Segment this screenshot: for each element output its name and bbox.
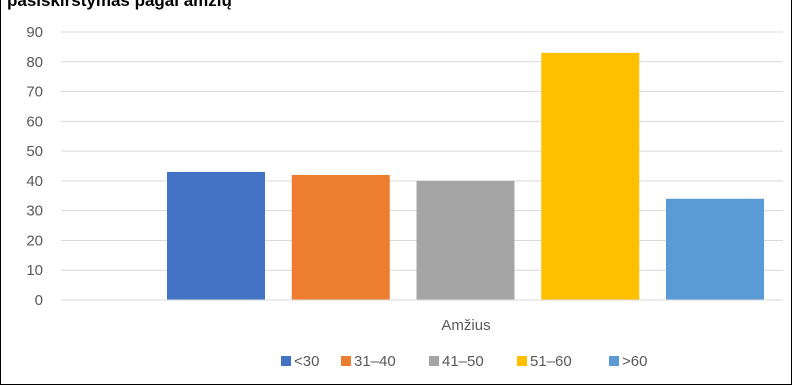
legend-label: 51–60 <box>530 353 572 370</box>
legend-swatch <box>609 356 619 366</box>
legend-item: 31–40 <box>341 353 396 370</box>
y-tick-label: 10 <box>26 262 43 279</box>
legend-swatch <box>281 356 291 366</box>
y-tick-label: 40 <box>26 173 43 190</box>
legend-swatch <box>429 356 439 366</box>
gridlines <box>61 31 783 271</box>
bars <box>167 52 764 300</box>
y-axis-ticks: 0 10 20 30 40 50 60 70 80 90 <box>26 24 43 309</box>
y-tick-label: 0 <box>35 292 43 309</box>
legend-item: 41–50 <box>429 353 484 370</box>
y-tick-label: 70 <box>26 84 43 101</box>
legend-label: 41–50 <box>442 353 484 370</box>
bar-4 <box>541 52 640 300</box>
legend-label: >60 <box>622 353 647 370</box>
y-tick-label: 90 <box>26 24 43 41</box>
legend-item: <30 <box>281 353 319 370</box>
legend-swatch <box>341 356 351 366</box>
y-tick-label: 60 <box>26 113 43 130</box>
bar-5 <box>666 198 764 300</box>
chart-title: pasiskirstymas pagal amžių <box>7 0 232 10</box>
chart-title-strip: pasiskirstymas pagal amžių <box>1 0 792 12</box>
bar-1 <box>167 171 265 300</box>
legend-label: <30 <box>294 353 319 370</box>
bar-2 <box>291 174 390 300</box>
y-tick-label: 30 <box>26 203 43 220</box>
legend-item: >60 <box>609 353 647 370</box>
legend-item: 51–60 <box>517 353 572 370</box>
y-tick-label: 80 <box>26 54 43 71</box>
bar-3 <box>416 180 515 300</box>
legend-label: 31–40 <box>354 353 396 370</box>
y-tick-label: 50 <box>26 143 43 160</box>
legend-swatch <box>517 356 527 366</box>
y-tick-label: 20 <box>26 232 43 249</box>
x-axis-label: Amžius <box>441 317 490 334</box>
legend: <30 31–40 41–50 51–60 >60 <box>281 353 647 370</box>
